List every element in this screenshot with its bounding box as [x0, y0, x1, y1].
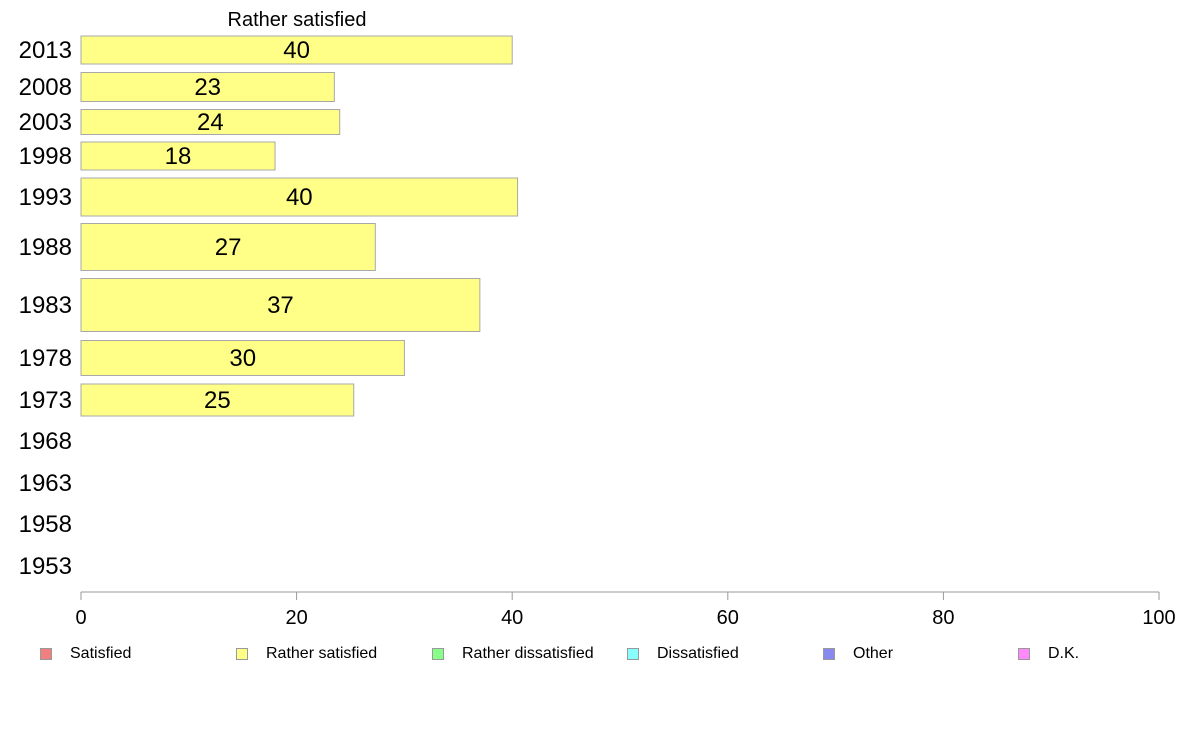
legend-item: Dissatisfied [627, 645, 739, 663]
panel-title: Rather satisfied [228, 9, 367, 31]
y-tick-label: 1958 [19, 511, 72, 538]
y-tick-label: 1953 [19, 553, 72, 580]
x-tick-label: 100 [1142, 607, 1175, 629]
chart-legend: Satisfied Rather satisfied Rather dissatis… [0, 645, 1188, 669]
bar-chart: Rather satisfied 2013 40 2008 23 2003 24 1998 1… [19, 9, 1176, 629]
x-tick-label: 80 [932, 607, 954, 629]
y-tick-label: 2008 [19, 74, 72, 101]
bar-2003 [80, 109, 341, 135]
legend-label: D.K. [1048, 645, 1080, 662]
bar-1983 [80, 278, 481, 332]
data-label: 24 [197, 109, 224, 136]
data-label: 25 [204, 387, 231, 414]
bar-2008 [80, 72, 335, 102]
legend-swatch [627, 648, 639, 660]
bar-1993 [80, 177, 519, 217]
x-tick-label: 40 [501, 607, 523, 629]
legend-item: Rather dissatisfied [432, 645, 594, 663]
legend-item: Rather satisfied [236, 645, 377, 663]
data-label: 37 [267, 292, 294, 319]
legend-label: Dissatisfied [657, 645, 739, 662]
bar-1998 [80, 141, 276, 171]
legend-swatch [236, 648, 248, 660]
data-label: 18 [165, 143, 192, 170]
y-tick-label: 2003 [19, 109, 72, 136]
x-tick-label: 0 [75, 607, 86, 629]
bar-2013 [80, 35, 513, 65]
legend-swatch [823, 648, 835, 660]
y-tick-label: 1978 [19, 345, 72, 372]
x-tick-label: 20 [285, 607, 307, 629]
data-label: 27 [215, 234, 242, 261]
legend-swatch [40, 648, 52, 660]
legend-swatch [1018, 648, 1030, 660]
y-tick-label: 1968 [19, 428, 72, 455]
y-tick-label: 1983 [19, 292, 72, 319]
data-label: 30 [229, 345, 256, 372]
bar-1978 [80, 340, 405, 376]
x-tick-label: 60 [717, 607, 739, 629]
y-tick-label: 1973 [19, 387, 72, 414]
legend-label: Satisfied [70, 645, 132, 662]
y-tick-label: 1963 [19, 470, 72, 497]
data-label: 40 [286, 184, 313, 211]
legend-label: Rather satisfied [266, 645, 378, 662]
legend-swatch [432, 648, 444, 660]
legend-item: Satisfied [40, 645, 131, 663]
legend-item: Other [823, 645, 893, 663]
y-tick-label: 1998 [19, 143, 72, 170]
legend-label: Other [853, 645, 894, 662]
legend-item: D.K. [1018, 645, 1079, 663]
y-tick-label: 1988 [19, 234, 72, 261]
data-label: 23 [194, 74, 221, 101]
y-tick-label: 2013 [19, 37, 72, 64]
bar-1988 [80, 223, 376, 271]
data-label: 40 [283, 37, 310, 64]
bar-1973 [80, 383, 355, 417]
y-tick-label: 1993 [19, 184, 72, 211]
legend-label: Rather dissatisfied [462, 645, 594, 662]
